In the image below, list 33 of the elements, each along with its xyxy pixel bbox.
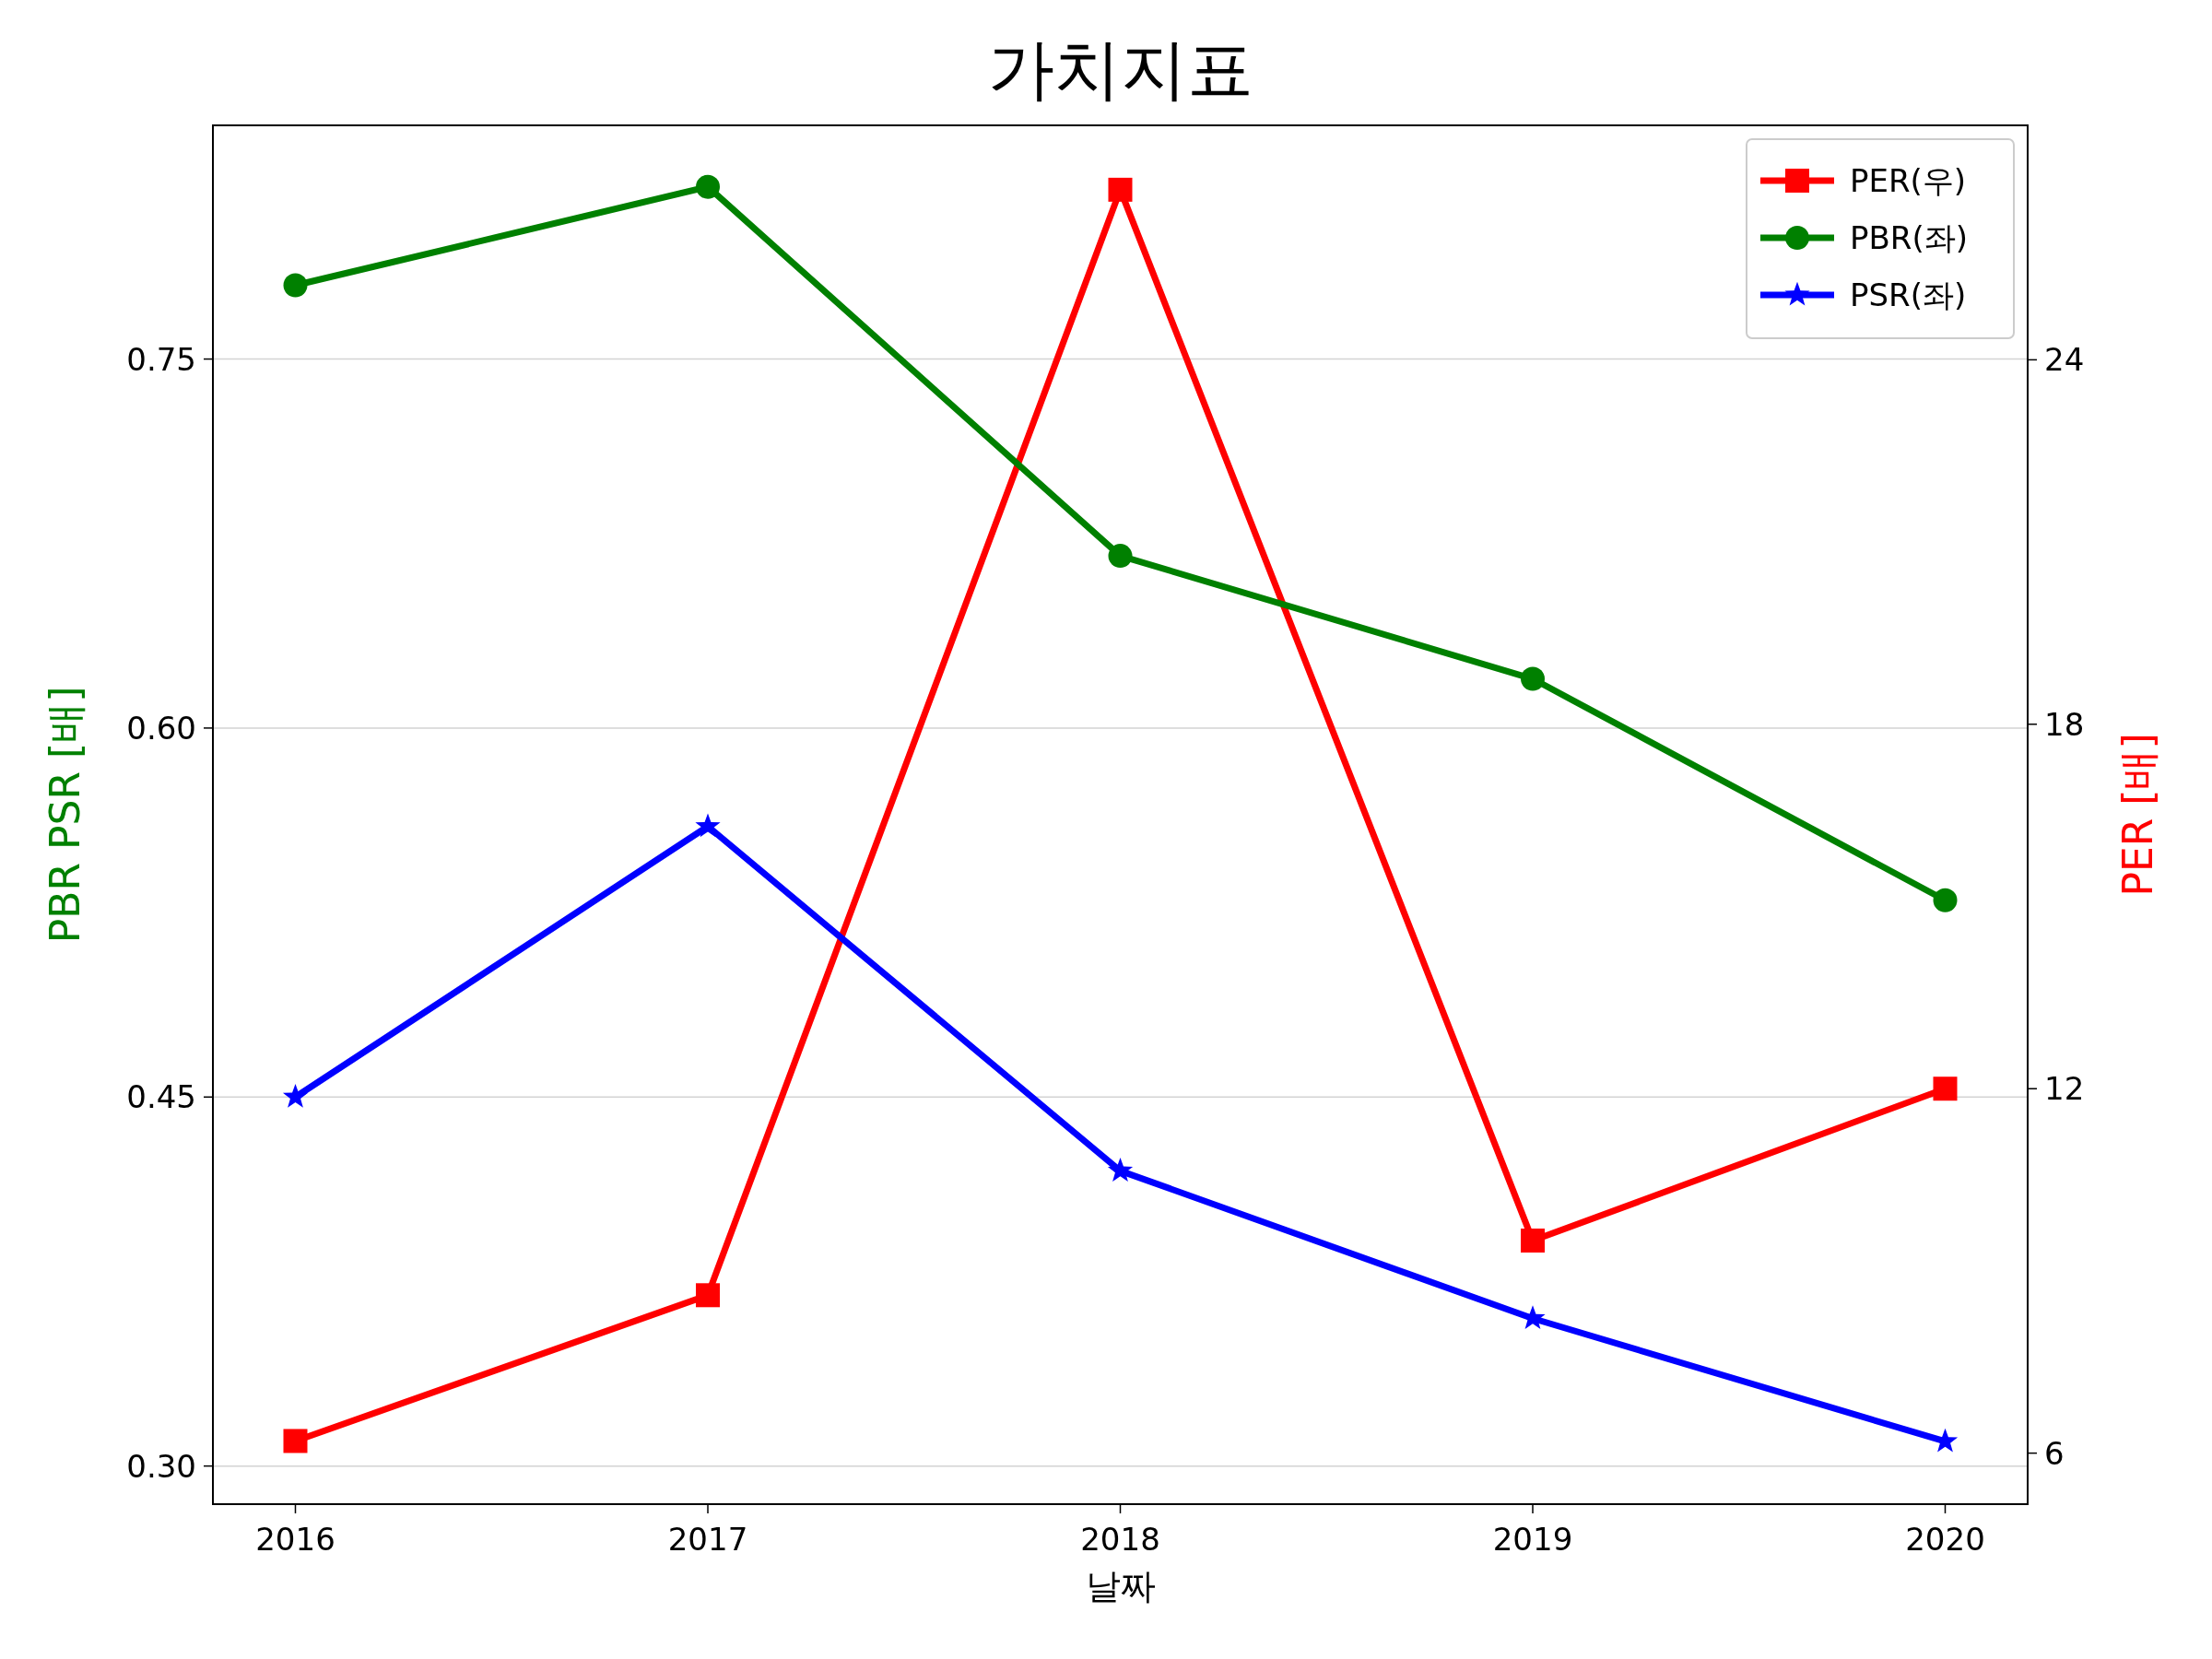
point: [283, 273, 308, 298]
point: [1933, 1077, 1958, 1101]
y-tick-label: 0.75: [126, 340, 196, 378]
x-axis-title: 날짜: [1085, 1566, 1156, 1606]
point: [1521, 1228, 1545, 1253]
y2-tick-label: 6: [2044, 1434, 2065, 1472]
y2-tick-label: 24: [2044, 341, 2085, 379]
point: [1107, 1158, 1134, 1182]
y2-tick-label: 12: [2044, 1070, 2085, 1108]
point: [283, 1429, 308, 1453]
x-tick-label: 2016: [255, 1521, 335, 1558]
point: [1521, 666, 1545, 691]
y2-tick-label: 18: [2044, 705, 2085, 743]
point: [695, 813, 721, 838]
y-axis-title: PBR PSR [배]: [41, 686, 88, 944]
point: [1933, 888, 1958, 912]
y2-axis-title: PER [배]: [2114, 733, 2161, 897]
legend-label: PSR(좌): [1850, 276, 1967, 313]
legend-label: PER(우): [1850, 162, 1967, 199]
chart-title: 가치지표: [987, 30, 1253, 108]
legend-label: PBR(좌): [1850, 219, 1968, 256]
point: [696, 174, 720, 199]
point: [1108, 544, 1133, 569]
y-tick-label: 0.45: [126, 1078, 196, 1116]
x-tick-label: 2017: [667, 1521, 748, 1558]
y-tick-label: 0.30: [126, 1447, 196, 1485]
point: [1108, 177, 1133, 202]
point: [282, 1083, 309, 1108]
y-tick-label: 0.60: [126, 709, 196, 747]
point: [696, 1283, 720, 1308]
x-tick-label: 2020: [1905, 1521, 1985, 1558]
x-tick-label: 2019: [1492, 1521, 1573, 1558]
x-tick-label: 2018: [1080, 1521, 1160, 1558]
